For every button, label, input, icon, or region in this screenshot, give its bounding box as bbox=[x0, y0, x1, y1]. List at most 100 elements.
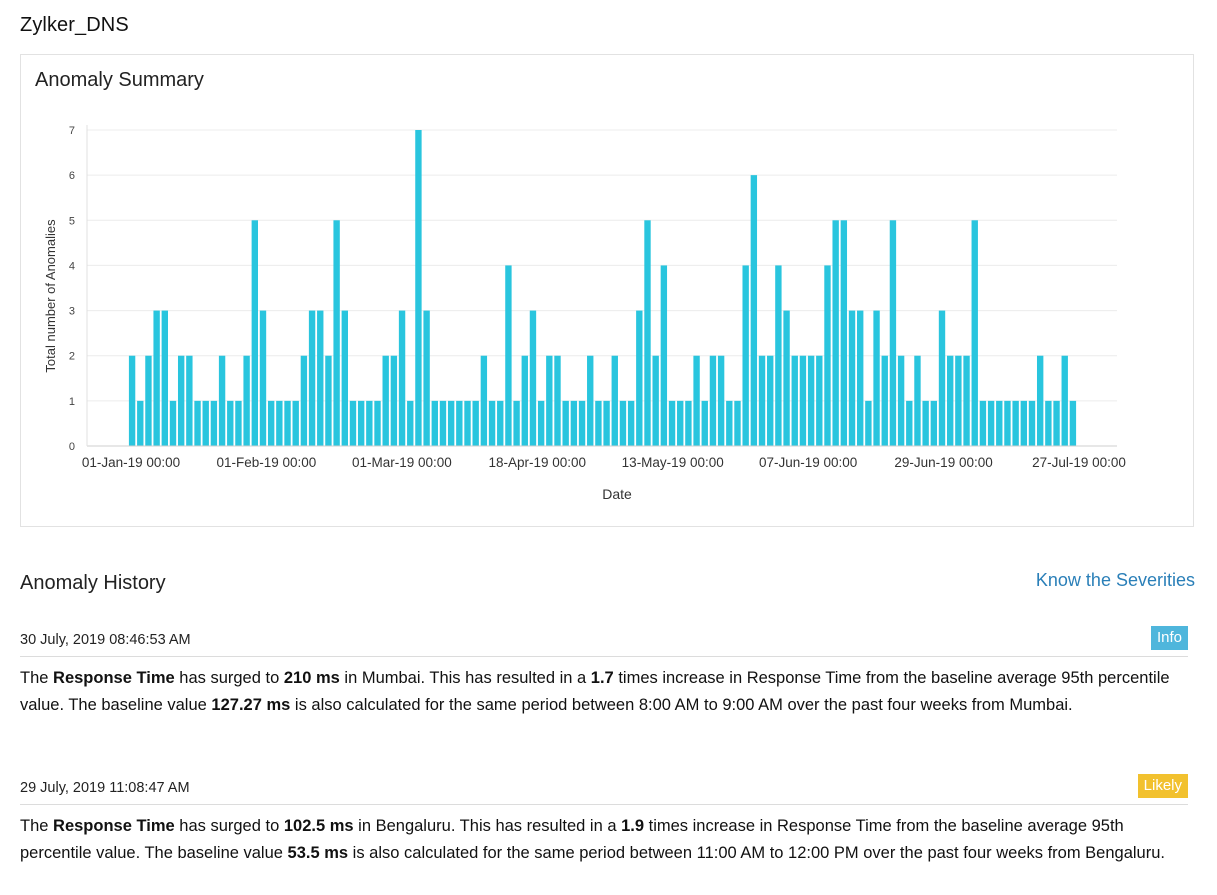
chart-bar bbox=[537, 400, 545, 446]
history-entry-timestamp: 30 July, 2019 08:46:53 AM bbox=[20, 632, 191, 648]
chart-bar bbox=[832, 220, 839, 446]
chart-bar bbox=[996, 400, 1003, 446]
chart-bar bbox=[709, 355, 717, 446]
chart-bar bbox=[259, 310, 267, 446]
chart-bar bbox=[227, 400, 234, 446]
chart-bar bbox=[128, 355, 136, 446]
chart-bar bbox=[881, 355, 888, 446]
chart-bar bbox=[979, 400, 987, 446]
chart-bar bbox=[873, 310, 880, 446]
chart-bar bbox=[668, 400, 676, 446]
chart-bar bbox=[251, 220, 258, 446]
chart-bar bbox=[464, 400, 471, 446]
chart-bar bbox=[357, 400, 365, 446]
chart-bar bbox=[267, 400, 275, 446]
chart-bar bbox=[619, 400, 627, 446]
message-highlight: 53.5 ms bbox=[287, 844, 349, 862]
chart-bar bbox=[758, 355, 766, 446]
chart-bar bbox=[235, 400, 242, 446]
chart-bar bbox=[1069, 400, 1077, 446]
history-entry-message: The Response Time has surged to 102.5 ms… bbox=[20, 813, 1188, 867]
chart-bar bbox=[145, 355, 152, 446]
chart-bar bbox=[767, 355, 774, 446]
chart-bar bbox=[685, 400, 692, 446]
chart-bar bbox=[930, 400, 938, 446]
message-highlight: 1.7 bbox=[590, 669, 614, 687]
chart-bar bbox=[603, 400, 610, 446]
chart-y-ticks: 0 1 2 3 4 5 6 7 bbox=[69, 125, 75, 453]
chart-bar bbox=[333, 220, 340, 446]
chart-gridlines bbox=[87, 129, 1117, 402]
chart-bar bbox=[914, 355, 921, 446]
history-entry-message: The Response Time has surged to 210 ms i… bbox=[20, 665, 1188, 719]
message-highlight: 1.9 bbox=[621, 817, 645, 835]
chart-bar bbox=[1045, 400, 1052, 446]
chart-bar bbox=[161, 310, 168, 446]
chart-y-tick-label: 0 bbox=[69, 441, 75, 453]
chart-bar bbox=[480, 355, 488, 446]
chart-bar bbox=[807, 355, 815, 446]
chart-bar bbox=[595, 400, 602, 446]
chart-bar bbox=[636, 310, 643, 446]
history-entry-header: 30 July, 2019 08:46:53 AM Info bbox=[20, 626, 1188, 657]
chart-y-tick-label: 7 bbox=[69, 125, 75, 137]
chart-x-tick-label: 13-May-19 00:00 bbox=[622, 455, 724, 470]
message-highlight: Response Time bbox=[53, 669, 175, 687]
chart-bar bbox=[169, 400, 177, 446]
message-text: is also calculated for the same period b… bbox=[290, 696, 1073, 714]
chart-bar bbox=[488, 400, 496, 446]
chart-bar bbox=[341, 310, 348, 446]
chart-bars bbox=[128, 130, 1077, 446]
chart-bar bbox=[317, 310, 324, 446]
chart-bar bbox=[644, 220, 651, 446]
chart-bar bbox=[897, 355, 905, 446]
chart-bar bbox=[652, 355, 659, 446]
chart-bar bbox=[218, 355, 226, 446]
chart-x-tick-label: 29-Jun-19 00:00 bbox=[894, 455, 992, 470]
anomaly-summary-title: Anomaly Summary bbox=[35, 69, 204, 91]
chart-bar bbox=[578, 400, 586, 446]
chart-x-tick-label: 01-Mar-19 00:00 bbox=[352, 455, 452, 470]
message-highlight: Response Time bbox=[53, 817, 175, 835]
chart-bar bbox=[660, 265, 668, 446]
chart-bar bbox=[325, 355, 332, 446]
chart-bar bbox=[971, 220, 978, 446]
chart-y-tick-label: 5 bbox=[69, 215, 75, 227]
chart-bar bbox=[349, 400, 357, 446]
chart-bar bbox=[284, 400, 291, 446]
history-entry-1: 30 July, 2019 08:46:53 AM Info The Respo… bbox=[20, 626, 1188, 719]
chart-x-axis-label: Date bbox=[602, 486, 632, 502]
chart-bar bbox=[177, 355, 185, 446]
chart-bar bbox=[366, 400, 373, 446]
chart-bar bbox=[1020, 400, 1028, 446]
chart-bar bbox=[947, 355, 954, 446]
chart-bar bbox=[276, 400, 283, 446]
chart-bar bbox=[513, 400, 520, 446]
chart-bar bbox=[816, 355, 823, 446]
chart-bar bbox=[423, 310, 430, 446]
severity-badge-likely: Likely bbox=[1137, 774, 1188, 798]
chart-bar bbox=[717, 355, 725, 446]
chart-bar bbox=[955, 355, 962, 446]
anomaly-history-title: Anomaly History bbox=[20, 572, 166, 594]
chart-x-tick-label: 07-Jun-19 00:00 bbox=[759, 455, 857, 470]
chart-x-tick-label: 18-Apr-19 00:00 bbox=[488, 455, 586, 470]
chart-bar bbox=[521, 355, 528, 446]
message-text: times increase in Response Time from the… bbox=[20, 669, 1170, 714]
message-text: has surged to bbox=[174, 817, 284, 835]
chart-bar bbox=[889, 220, 897, 446]
message-text: in Mumbai. This has resulted in a bbox=[339, 669, 591, 687]
chart-bar bbox=[938, 310, 946, 446]
app-title: Zylker_DNS bbox=[20, 14, 129, 36]
chart-bar bbox=[562, 400, 569, 446]
know-severities-link[interactable]: Know the Severities bbox=[1035, 570, 1195, 590]
chart-y-tick-label: 6 bbox=[69, 170, 75, 182]
chart-y-tick-label: 1 bbox=[69, 396, 75, 408]
chart-bar bbox=[1036, 355, 1044, 446]
chart-x-tick-label: 01-Feb-19 00:00 bbox=[217, 455, 317, 470]
chart-bar bbox=[546, 355, 553, 446]
chart-bar bbox=[505, 265, 512, 446]
chart-bar bbox=[570, 400, 578, 446]
chart-bar bbox=[987, 400, 995, 446]
